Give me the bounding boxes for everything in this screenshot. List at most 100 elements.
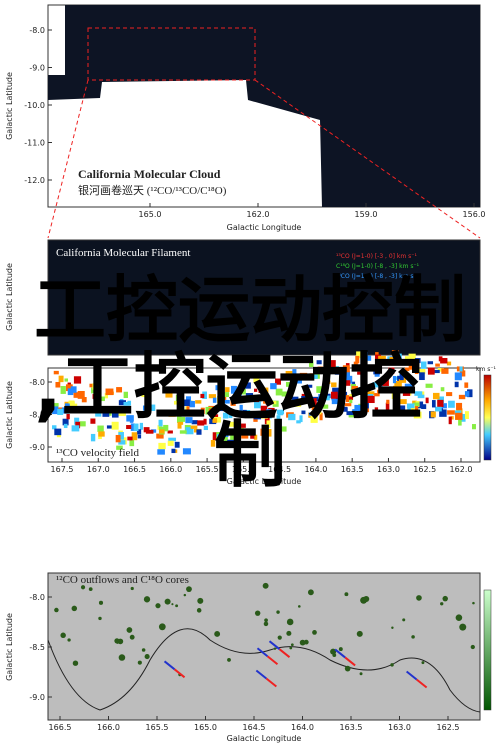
core xyxy=(440,602,444,606)
overlay-text: 制 xyxy=(214,413,286,497)
velocity-pixel xyxy=(64,409,69,414)
velocity-pixel xyxy=(225,387,230,393)
core xyxy=(183,593,187,597)
velocity-pixel xyxy=(123,401,130,406)
velocity-pixel xyxy=(158,419,163,427)
velocity-pixel xyxy=(221,392,230,398)
velocity-pixel xyxy=(309,373,316,378)
panel-subtitle: 银河画卷巡天 (¹²CO/¹³CO/C¹⁸O) xyxy=(78,183,227,197)
velocity-pixel xyxy=(270,383,277,390)
velocity-pixel xyxy=(268,400,274,405)
core xyxy=(277,635,282,640)
velocity-pixel xyxy=(404,356,410,363)
core xyxy=(391,626,394,629)
velocity-pixel xyxy=(131,432,138,441)
velocity-pixel xyxy=(235,391,242,398)
x-tick-label: 165.5 xyxy=(146,723,169,732)
core xyxy=(130,586,134,591)
velocity-pixel xyxy=(100,408,104,412)
velocity-pixel xyxy=(447,410,455,415)
core xyxy=(117,638,124,645)
velocity-map xyxy=(52,350,476,455)
velocity-pixel xyxy=(334,367,341,375)
velocity-pixel xyxy=(215,385,221,391)
core xyxy=(360,596,368,604)
velocity-pixel xyxy=(129,438,135,447)
velocity-pixel xyxy=(212,418,218,423)
core xyxy=(254,610,261,616)
velocity-pixel xyxy=(52,406,59,415)
core xyxy=(60,632,66,639)
velocity-pixel xyxy=(95,413,102,417)
y-tick-label: -9.0 xyxy=(29,443,45,452)
velocity-pixel xyxy=(408,363,416,370)
x-tick-label: 163.0 xyxy=(377,465,400,474)
velocity-pixel xyxy=(374,393,380,397)
velocity-pixel xyxy=(285,370,293,376)
core xyxy=(470,644,475,650)
colorbar-label: km s⁻¹ xyxy=(476,366,497,373)
velocity-pixel xyxy=(456,402,463,410)
velocity-pixel xyxy=(296,377,302,384)
velocity-pixel xyxy=(292,369,297,375)
velocity-pixel xyxy=(362,406,367,415)
velocity-pixel xyxy=(216,434,221,440)
velocity-pixel xyxy=(91,387,95,394)
core xyxy=(359,672,363,676)
velocity-pixel xyxy=(118,411,125,416)
velocity-pixel xyxy=(234,434,240,442)
core xyxy=(344,592,349,597)
velocity-pixel xyxy=(230,385,238,394)
velocity-pixel xyxy=(118,440,126,445)
velocity-pixel xyxy=(355,355,360,364)
velocity-pixel xyxy=(74,417,80,425)
core xyxy=(54,607,59,613)
velocity-pixel xyxy=(464,382,469,388)
y-tick-label: -10.0 xyxy=(24,101,45,110)
velocity-pixel xyxy=(73,376,82,384)
velocity-pixel xyxy=(388,367,395,374)
velocity-pixel xyxy=(263,400,270,404)
velocity-pixel xyxy=(228,412,233,419)
velocity-pixel xyxy=(402,374,410,379)
velocity-pixel xyxy=(275,378,282,385)
velocity-pixel xyxy=(70,386,77,393)
core xyxy=(442,595,448,602)
velocity-pixel xyxy=(459,366,463,372)
x-tick-label: 165.5 xyxy=(196,465,219,474)
velocity-pixel xyxy=(448,400,455,408)
velocity-pixel xyxy=(288,413,296,421)
velocity-pixel xyxy=(279,426,287,432)
velocity-pixel xyxy=(57,408,64,416)
velocity-pixel xyxy=(318,387,325,393)
velocity-pixel xyxy=(179,430,187,434)
velocity-pixel xyxy=(230,432,237,440)
core xyxy=(129,634,135,640)
velocity-pixel xyxy=(182,448,191,455)
velocity-pixel xyxy=(171,448,176,454)
core xyxy=(411,635,415,639)
velocity-pixel xyxy=(254,401,261,409)
core xyxy=(227,657,231,662)
panel-title: ¹³CO velocity field xyxy=(56,447,139,459)
zoom-box xyxy=(87,27,256,81)
velocity-pixel xyxy=(414,391,423,396)
core xyxy=(214,631,221,637)
velocity-pixel xyxy=(118,432,124,440)
velocity-pixel xyxy=(404,383,413,392)
velocity-pixel xyxy=(454,372,462,381)
core xyxy=(175,604,179,608)
velocity-pixel xyxy=(208,408,217,416)
velocity-pixel xyxy=(266,409,272,414)
x-tick-label: 162.0 xyxy=(450,465,473,474)
velocity-pixel xyxy=(318,394,322,402)
velocity-pixel xyxy=(217,396,225,404)
core xyxy=(402,618,406,622)
core xyxy=(289,646,293,650)
velocity-pixel xyxy=(356,351,361,359)
velocity-pixel xyxy=(306,384,313,388)
y-axis-label: Galactic Latitude xyxy=(5,263,14,331)
velocity-pixel xyxy=(212,432,219,441)
velocity-pixel xyxy=(65,384,73,392)
velocity-pixel xyxy=(66,413,70,420)
